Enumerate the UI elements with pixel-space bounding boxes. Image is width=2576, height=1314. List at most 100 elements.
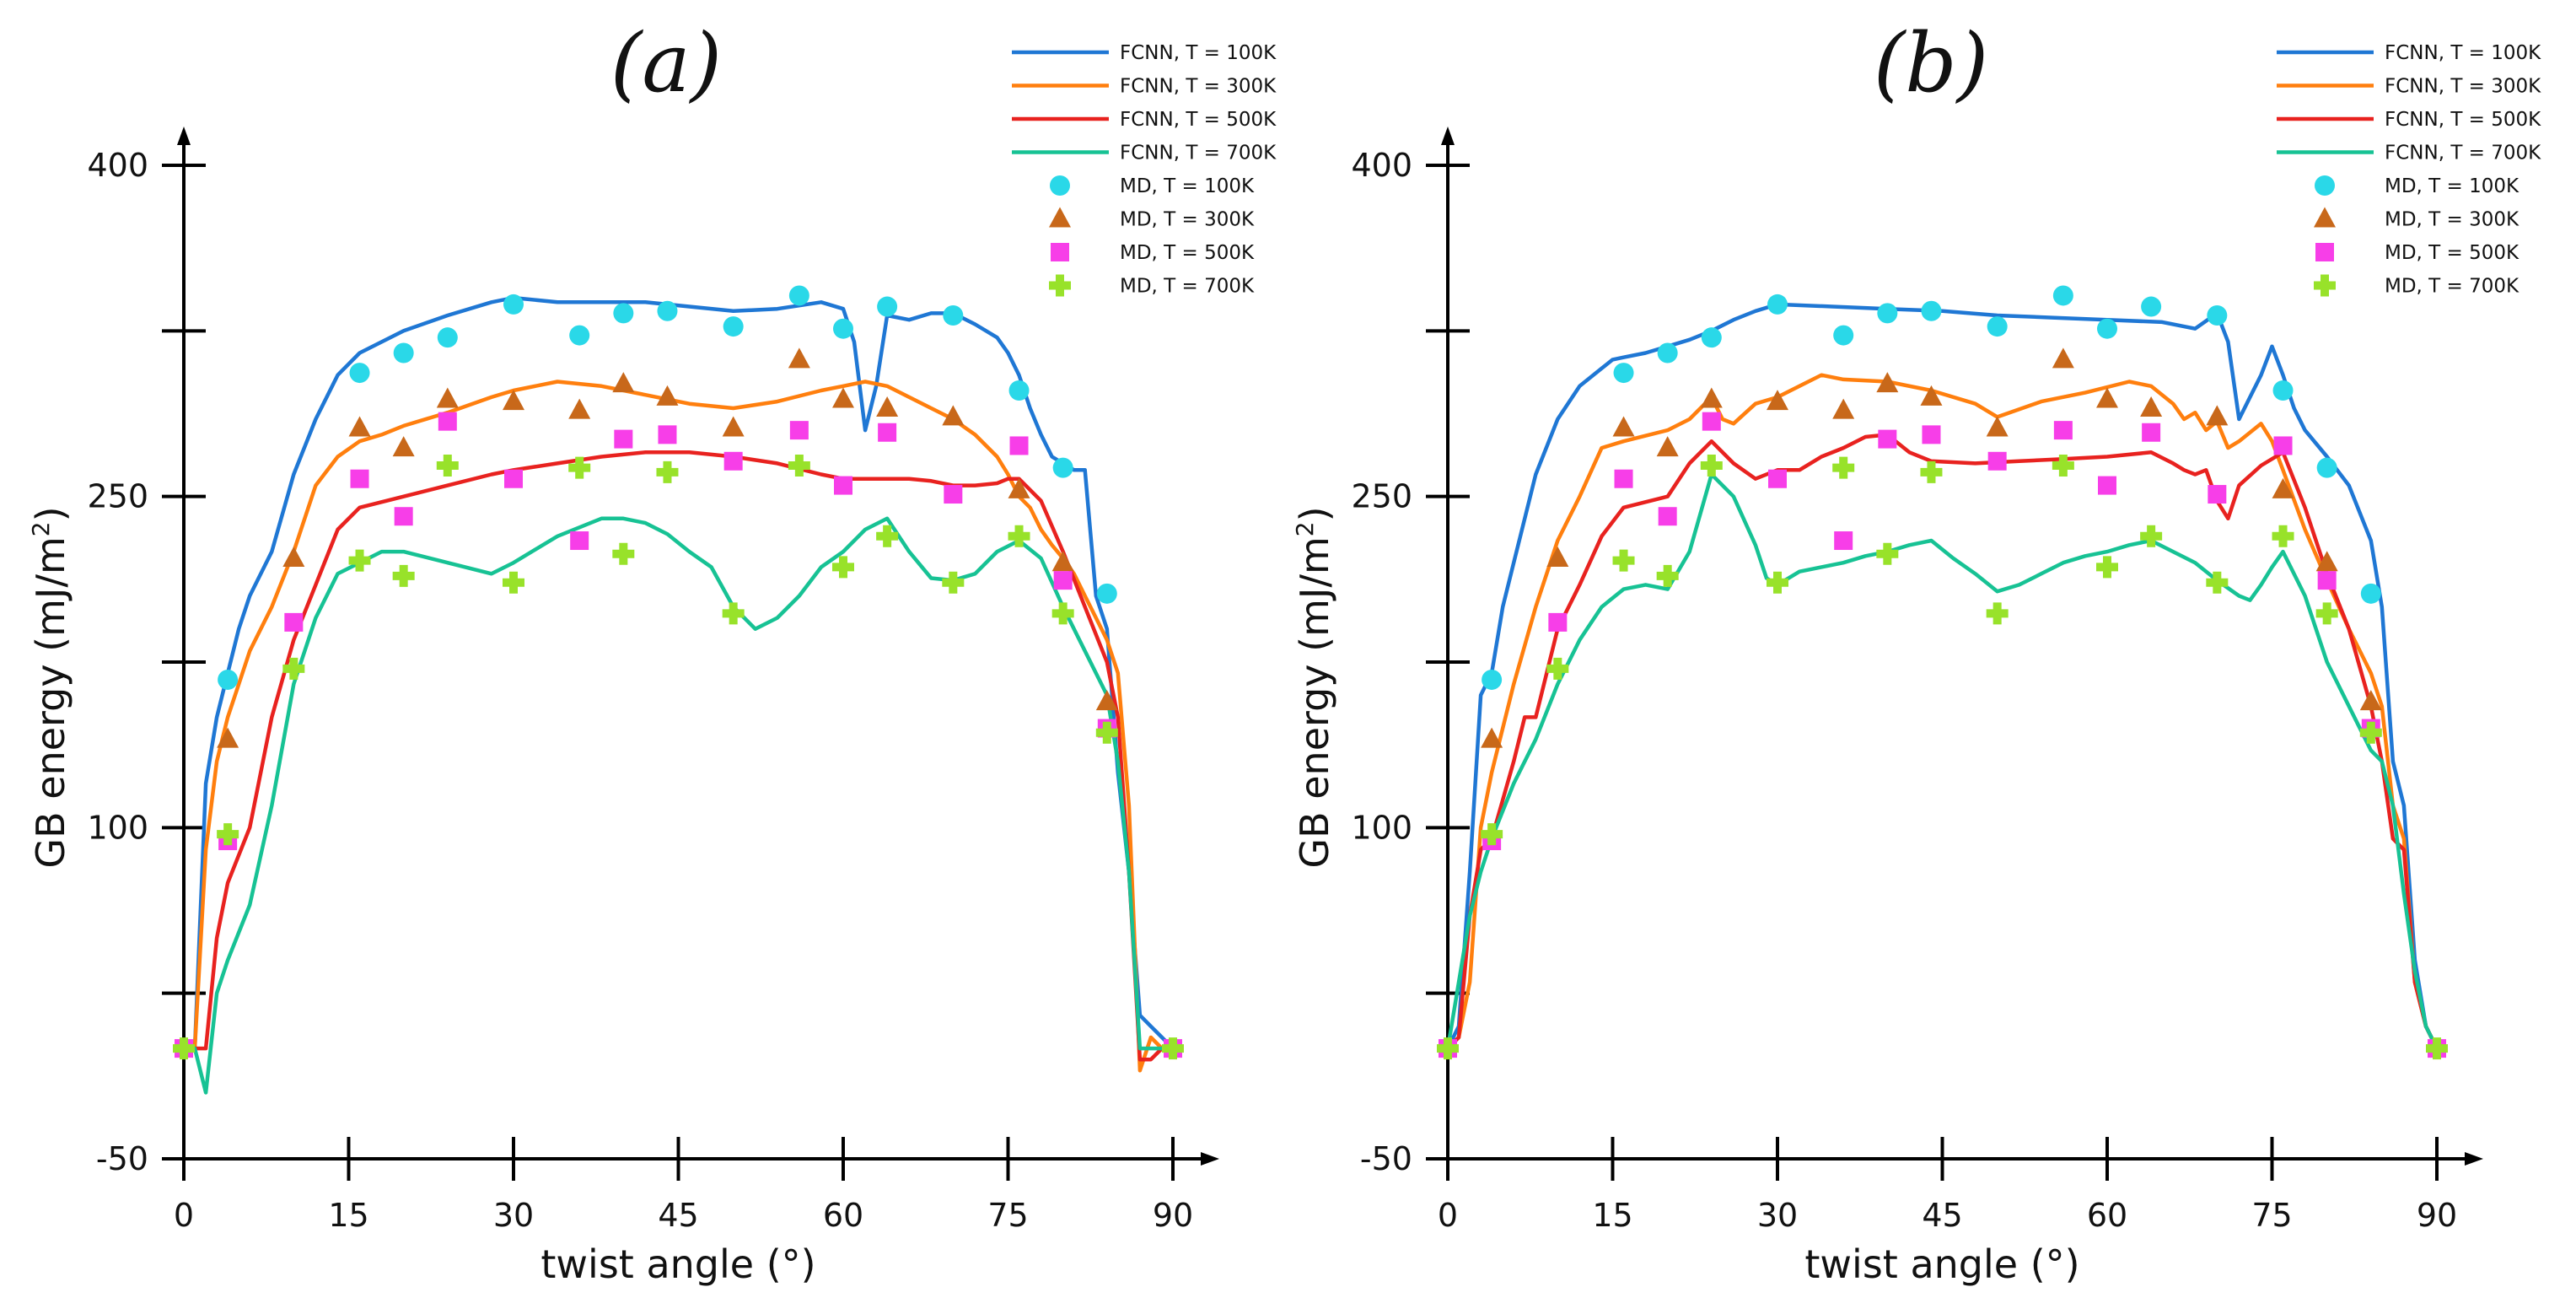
data-point-0 <box>833 318 853 339</box>
data-point-3 <box>2052 455 2074 477</box>
x-tick-label: 75 <box>987 1197 1028 1234</box>
legend: FCNN, T = 100K FCNN, T = 300K FCNN, T = 50… <box>1012 42 1277 298</box>
data-point-3 <box>1162 1037 1184 1060</box>
data-point-2 <box>2317 571 2337 590</box>
legend: FCNN, T = 100K FCNN, T = 300K FCNN, T = 50… <box>2277 42 2541 298</box>
series-line-3 <box>1445 472 2439 1051</box>
data-point-2 <box>2273 436 2293 455</box>
data-point-3 <box>1546 657 1569 680</box>
data-point-2 <box>1878 429 1897 449</box>
data-point-0 <box>1096 583 1117 604</box>
data-point-3 <box>1876 542 1899 565</box>
data-point-0 <box>1657 342 1678 364</box>
x-axis-title: twist angle (°) <box>1804 1241 2079 1287</box>
y-tick-label: -50 <box>96 1140 148 1177</box>
data-point-2 <box>1922 425 1941 444</box>
data-point-1 <box>282 546 305 567</box>
data-point-3 <box>942 571 965 594</box>
data-point-3 <box>1767 571 1788 594</box>
y-axis-arrow <box>177 127 191 145</box>
legend-marker <box>2315 175 2335 196</box>
y-axis-arrow <box>1441 127 1455 145</box>
x-axis-arrow <box>1201 1152 1219 1166</box>
legend-marker <box>2314 274 2336 297</box>
data-point-3 <box>1437 1037 1459 1060</box>
data-point-1 <box>1008 477 1030 498</box>
data-point-0 <box>349 363 370 384</box>
data-point-2 <box>1702 412 1721 431</box>
data-point-0 <box>1701 327 1722 348</box>
data-point-1 <box>612 372 635 393</box>
data-point-3 <box>1612 549 1635 572</box>
data-point-3 <box>568 456 591 479</box>
data-point-0 <box>1877 303 1898 324</box>
data-point-0 <box>2141 296 2162 317</box>
data-point-1 <box>1656 436 1679 457</box>
data-point-0 <box>2097 318 2117 339</box>
data-point-0 <box>2272 380 2294 401</box>
data-point-2 <box>504 469 523 488</box>
data-point-1 <box>2272 477 2294 498</box>
data-point-2 <box>1548 612 1568 632</box>
data-point-1 <box>2052 347 2074 369</box>
data-point-1 <box>436 387 459 408</box>
data-point-2 <box>614 429 633 449</box>
x-tick-label: 0 <box>1438 1197 1458 1234</box>
data-point-2 <box>2053 421 2073 440</box>
x-tick-label: 45 <box>658 1197 698 1234</box>
data-point-1 <box>1051 551 1074 572</box>
data-point-3 <box>1832 456 1855 479</box>
data-point-0 <box>723 316 744 337</box>
y-tick-label: -50 <box>1360 1140 1412 1177</box>
legend-label: MD, T = 500K <box>1120 242 1255 264</box>
data-point-2 <box>878 423 897 442</box>
data-point-3 <box>612 542 635 565</box>
legend-marker <box>1051 243 1069 261</box>
legend-label: MD, T = 300K <box>2385 209 2520 231</box>
x-tick-label: 15 <box>328 1197 368 1234</box>
x-tick-label: 60 <box>2087 1197 2127 1234</box>
data-point-3 <box>722 602 745 625</box>
legend-label: FCNN, T = 300K <box>1120 76 1277 98</box>
data-point-3 <box>788 455 810 477</box>
data-point-3 <box>1986 602 2009 625</box>
y-tick-label: 100 <box>1351 809 1412 846</box>
data-point-0 <box>218 669 239 690</box>
data-point-1 <box>503 390 524 411</box>
data-point-2 <box>350 469 369 488</box>
data-point-2 <box>284 612 304 632</box>
data-point-1 <box>2315 551 2338 572</box>
chart-panel-0: -50 100 250 400 0 15 30 45 60 75 90 twist angle (°)… <box>27 16 1277 1287</box>
data-point-3 <box>1920 460 1943 483</box>
data-point-0 <box>1987 316 2008 337</box>
data-point-1 <box>392 436 415 457</box>
data-point-2 <box>944 485 963 504</box>
data-point-0 <box>437 327 458 348</box>
data-point-0 <box>1767 293 1788 315</box>
data-point-3 <box>1700 455 1723 477</box>
data-point-0 <box>503 293 524 315</box>
x-tick-label: 90 <box>1153 1197 1193 1234</box>
data-point-3 <box>1656 564 1679 587</box>
data-point-3 <box>2096 556 2118 579</box>
legend-label: FCNN, T = 700K <box>1120 143 1277 164</box>
x-tick-label: 30 <box>493 1197 534 1234</box>
data-point-0 <box>657 300 678 321</box>
data-point-1 <box>1612 416 1635 437</box>
legend-marker <box>1049 207 1071 228</box>
legend-label: MD, T = 100K <box>2385 175 2520 197</box>
data-point-1 <box>1700 387 1723 408</box>
x-axis-title: twist angle (°) <box>540 1241 815 1287</box>
data-point-3 <box>832 556 854 579</box>
data-point-1 <box>1832 398 1855 419</box>
data-point-1 <box>656 385 679 406</box>
data-point-2 <box>1614 469 1633 488</box>
data-point-0 <box>1613 363 1634 384</box>
data-point-0 <box>1008 380 1030 401</box>
data-point-3 <box>876 525 899 547</box>
data-point-0 <box>788 285 809 306</box>
data-point-3 <box>436 455 459 477</box>
data-point-2 <box>1658 507 1677 526</box>
